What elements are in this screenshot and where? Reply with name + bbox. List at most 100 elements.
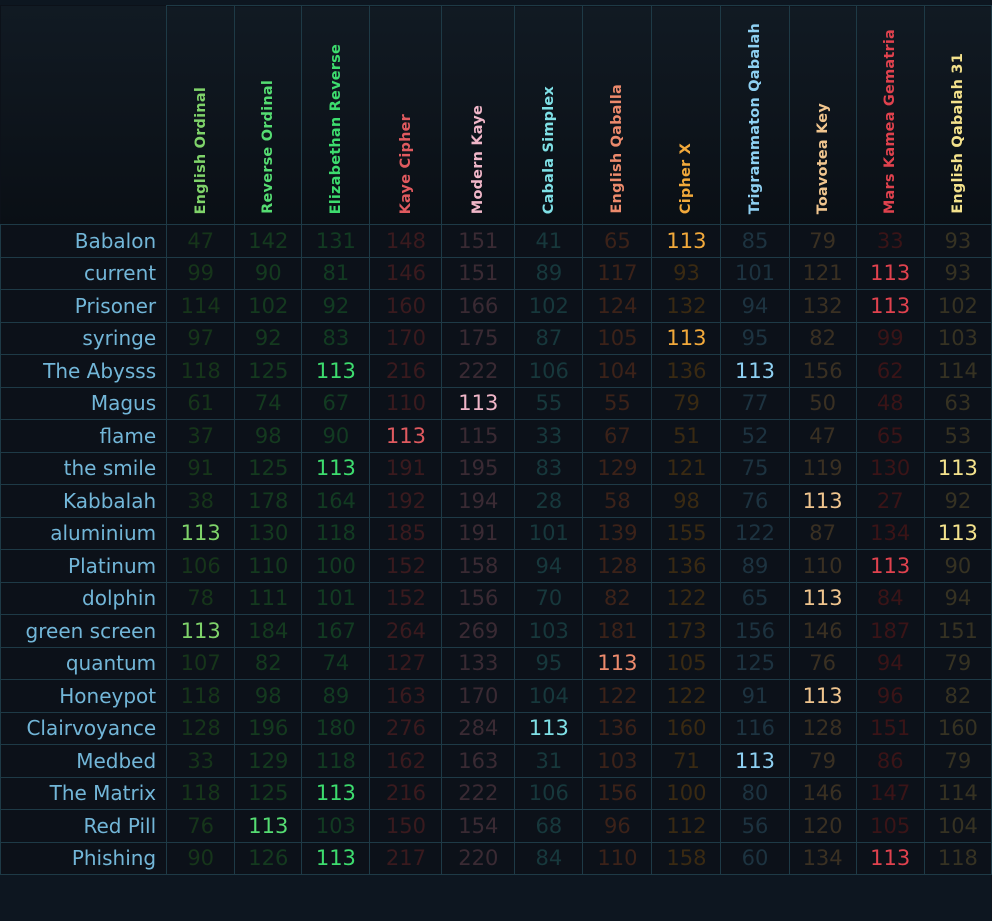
value-cell[interactable]: 163	[369, 679, 443, 713]
value-cell[interactable]: 106	[514, 776, 584, 810]
value-cell-match[interactable]: 113	[788, 484, 857, 518]
value-cell[interactable]: 37	[166, 419, 236, 453]
value-cell[interactable]: 86	[855, 744, 925, 778]
value-cell[interactable]: 55	[514, 386, 584, 420]
value-cell[interactable]: 156	[720, 614, 790, 648]
value-cell[interactable]: 92	[923, 484, 992, 518]
value-cell[interactable]: 122	[651, 581, 722, 615]
column-header[interactable]: Mars Kamea Gematria	[855, 5, 925, 225]
column-header[interactable]: English Ordinal	[166, 5, 236, 225]
value-cell[interactable]: 125	[234, 451, 303, 485]
value-cell-match[interactable]: 113	[301, 451, 371, 485]
value-cell[interactable]: 100	[301, 549, 371, 583]
value-cell[interactable]: 125	[720, 646, 790, 680]
row-phrase[interactable]: Honeypot	[0, 679, 168, 713]
value-cell[interactable]: 126	[234, 841, 303, 875]
value-cell[interactable]: 101	[301, 581, 371, 615]
value-cell[interactable]: 84	[514, 841, 584, 875]
row-phrase[interactable]: Magus	[0, 386, 168, 420]
value-cell[interactable]: 163	[441, 744, 516, 778]
value-cell[interactable]: 74	[301, 646, 371, 680]
value-cell[interactable]: 100	[651, 776, 722, 810]
value-cell[interactable]: 94	[720, 289, 790, 323]
value-cell[interactable]: 164	[301, 484, 371, 518]
value-cell[interactable]: 103	[301, 809, 371, 843]
value-cell-match[interactable]: 113	[514, 711, 584, 745]
value-cell[interactable]: 81	[301, 256, 371, 290]
column-header[interactable]: Elizabethan Reverse	[301, 5, 371, 225]
value-cell-match[interactable]: 113	[855, 289, 925, 323]
value-cell[interactable]: 101	[720, 256, 790, 290]
value-cell[interactable]: 110	[788, 549, 857, 583]
value-cell[interactable]: 79	[651, 386, 722, 420]
value-cell[interactable]: 47	[788, 419, 857, 453]
value-cell[interactable]: 122	[720, 516, 790, 550]
value-cell[interactable]: 139	[582, 516, 653, 550]
value-cell[interactable]: 121	[651, 451, 722, 485]
value-cell[interactable]: 65	[720, 581, 790, 615]
value-cell[interactable]: 110	[369, 386, 443, 420]
value-cell-match[interactable]: 113	[923, 451, 992, 485]
value-cell[interactable]: 132	[651, 289, 722, 323]
value-cell[interactable]: 90	[166, 841, 236, 875]
value-cell[interactable]: 110	[582, 841, 653, 875]
value-cell[interactable]: 216	[369, 354, 443, 388]
row-phrase[interactable]: Phishing	[0, 841, 168, 875]
value-cell[interactable]: 156	[788, 354, 857, 388]
value-cell[interactable]: 102	[234, 289, 303, 323]
value-cell[interactable]: 160	[923, 711, 992, 745]
value-cell[interactable]: 82	[234, 646, 303, 680]
value-cell[interactable]: 148	[369, 224, 443, 258]
value-cell[interactable]: 222	[441, 354, 516, 388]
row-phrase[interactable]: Prisoner	[0, 289, 168, 323]
value-cell[interactable]: 156	[441, 581, 516, 615]
value-cell[interactable]: 162	[369, 744, 443, 778]
row-phrase[interactable]: Platinum	[0, 549, 168, 583]
value-cell[interactable]: 104	[514, 679, 584, 713]
value-cell[interactable]: 33	[514, 419, 584, 453]
value-cell[interactable]: 63	[923, 386, 992, 420]
value-cell[interactable]: 147	[855, 776, 925, 810]
value-cell[interactable]: 90	[234, 256, 303, 290]
value-cell[interactable]: 125	[234, 776, 303, 810]
value-cell[interactable]: 131	[301, 224, 371, 258]
value-cell[interactable]: 79	[923, 646, 992, 680]
value-cell[interactable]: 152	[369, 581, 443, 615]
value-cell[interactable]: 27	[855, 484, 925, 518]
value-cell[interactable]: 136	[651, 549, 722, 583]
value-cell[interactable]: 130	[234, 516, 303, 550]
value-cell[interactable]: 125	[234, 354, 303, 388]
value-cell-match[interactable]: 113	[788, 581, 857, 615]
value-cell[interactable]: 93	[923, 224, 992, 258]
value-cell-match[interactable]: 113	[788, 679, 857, 713]
value-cell[interactable]: 160	[651, 711, 722, 745]
value-cell[interactable]: 47	[166, 224, 236, 258]
value-cell[interactable]: 276	[369, 711, 443, 745]
value-cell[interactable]: 75	[720, 451, 790, 485]
value-cell[interactable]: 65	[855, 419, 925, 453]
value-cell[interactable]: 192	[369, 484, 443, 518]
value-cell[interactable]: 118	[301, 516, 371, 550]
value-cell[interactable]: 115	[441, 419, 516, 453]
value-cell[interactable]: 79	[788, 744, 857, 778]
value-cell[interactable]: 118	[166, 354, 236, 388]
row-phrase[interactable]: The Abysss	[0, 354, 168, 388]
value-cell[interactable]: 31	[514, 744, 584, 778]
value-cell[interactable]: 50	[788, 386, 857, 420]
value-cell[interactable]: 103	[514, 614, 584, 648]
value-cell[interactable]: 60	[720, 841, 790, 875]
value-cell[interactable]: 191	[369, 451, 443, 485]
value-cell[interactable]: 33	[855, 224, 925, 258]
value-cell[interactable]: 90	[923, 549, 992, 583]
column-header[interactable]: Cipher X	[651, 5, 722, 225]
column-header[interactable]: English Qabalah 31	[923, 5, 992, 225]
value-cell[interactable]: 133	[441, 646, 516, 680]
value-cell-match[interactable]: 113	[923, 516, 992, 550]
row-phrase[interactable]: current	[0, 256, 168, 290]
value-cell[interactable]: 264	[369, 614, 443, 648]
value-cell[interactable]: 98	[651, 484, 722, 518]
column-header[interactable]: Kaye Cipher	[369, 5, 443, 225]
value-cell[interactable]: 79	[923, 744, 992, 778]
value-cell[interactable]: 89	[720, 549, 790, 583]
value-cell[interactable]: 128	[166, 711, 236, 745]
